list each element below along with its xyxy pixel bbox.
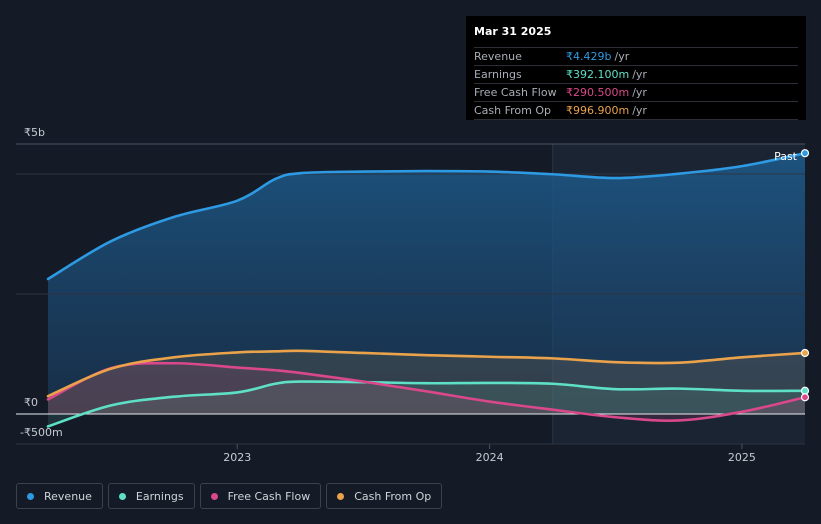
legend-label: Earnings <box>135 489 184 503</box>
y-tick-label: ₹5b <box>24 126 45 139</box>
tooltip-value: ₹4.429b <box>566 50 612 63</box>
legend-label: Free Cash Flow <box>227 489 311 503</box>
tooltip-date: Mar 31 2025 <box>474 23 798 48</box>
free-cash-flow-line <box>46 361 807 422</box>
earnings-line <box>46 380 807 428</box>
legend-item-revenue[interactable]: Revenue <box>16 483 103 509</box>
past-label: Past <box>774 150 798 163</box>
tooltip-label: Cash From Op <box>474 104 552 117</box>
tooltip-unit: /yr <box>632 68 647 81</box>
x-tick-label: 2024 <box>476 451 504 464</box>
legend-item-free-cash-flow[interactable]: Free Cash Flow <box>199 483 322 509</box>
y-tick-label: -₹500m <box>20 426 63 439</box>
tooltip-row-earnings: Earnings ₹392.100m /yr <box>474 66 798 84</box>
x-tick-label: 2025 <box>728 451 756 464</box>
tooltip-label: Earnings <box>474 68 522 81</box>
tooltip-value: ₹392.100m <box>566 68 630 81</box>
cash-from-op-end-point <box>800 348 810 358</box>
revenue-line <box>46 151 807 281</box>
legend-item-cash-from-op[interactable]: Cash From Op <box>326 483 443 509</box>
earnings-dot-icon <box>118 492 126 500</box>
free-cash-flow-end-point <box>800 393 810 402</box>
free-cash-flow-dot-icon <box>210 492 218 500</box>
revenue-end-point <box>800 149 810 158</box>
x-tick-label: 2023 <box>223 451 251 464</box>
tooltip-row-free-cash-flow: Free Cash Flow ₹290.500m /yr <box>474 84 798 102</box>
tooltip-row-cash-from-op: Cash From Op ₹996.900m /yr <box>474 102 798 120</box>
tooltip-unit: /yr <box>632 104 647 117</box>
tooltip-unit: /yr <box>632 86 647 99</box>
legend-label: Cash From Op <box>354 489 432 503</box>
y-tick-label: ₹0 <box>24 396 38 409</box>
tooltip-unit: /yr <box>614 50 630 63</box>
tooltip-label: Free Cash Flow <box>474 86 557 99</box>
tooltip-value: ₹996.900m <box>566 104 630 117</box>
tooltip-row-revenue: Revenue ₹4.429b /yr <box>474 48 798 66</box>
legend-label: Revenue <box>44 489 92 503</box>
cash-from-op-dot-icon <box>337 492 345 500</box>
cash-from-op-line <box>46 349 807 398</box>
revenue-dot-icon <box>27 492 34 500</box>
legend-item-earnings[interactable]: Earnings <box>107 483 195 509</box>
tooltip-value: ₹290.500m <box>566 86 630 99</box>
revenue-area <box>48 153 805 414</box>
chart-legend: Revenue Earnings Free Cash Flow Cash Fro… <box>16 483 443 509</box>
data-tooltip: Mar 31 2025 Revenue ₹4.429b /yr Earnings… <box>466 16 806 120</box>
tooltip-label: Revenue <box>474 50 522 63</box>
